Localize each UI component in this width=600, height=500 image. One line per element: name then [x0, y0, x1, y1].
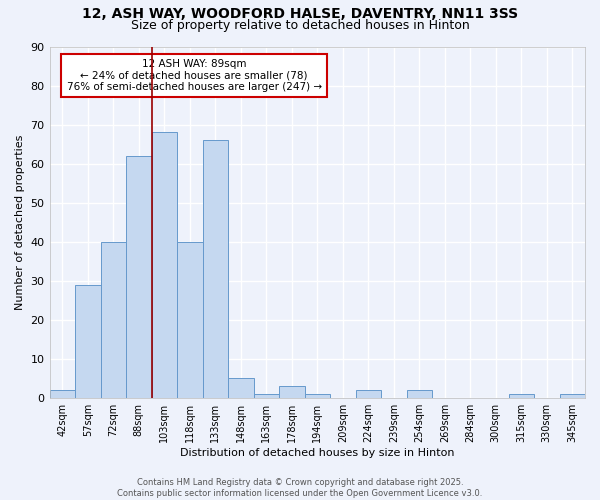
Bar — [152, 132, 177, 398]
Y-axis label: Number of detached properties: Number of detached properties — [15, 134, 25, 310]
Bar — [254, 394, 279, 398]
Bar — [305, 394, 330, 398]
Text: Size of property relative to detached houses in Hinton: Size of property relative to detached ho… — [131, 18, 469, 32]
Bar — [407, 390, 432, 398]
Bar — [126, 156, 152, 398]
Bar — [75, 284, 101, 398]
Bar — [203, 140, 228, 398]
Bar — [279, 386, 305, 398]
Bar — [50, 390, 75, 398]
Bar — [177, 242, 203, 398]
Bar — [101, 242, 126, 398]
Text: Contains HM Land Registry data © Crown copyright and database right 2025.
Contai: Contains HM Land Registry data © Crown c… — [118, 478, 482, 498]
X-axis label: Distribution of detached houses by size in Hinton: Distribution of detached houses by size … — [180, 448, 455, 458]
Text: 12 ASH WAY: 89sqm
← 24% of detached houses are smaller (78)
76% of semi-detached: 12 ASH WAY: 89sqm ← 24% of detached hous… — [67, 59, 322, 92]
Bar — [228, 378, 254, 398]
Bar — [509, 394, 534, 398]
Bar — [560, 394, 585, 398]
Bar — [356, 390, 381, 398]
Text: 12, ASH WAY, WOODFORD HALSE, DAVENTRY, NN11 3SS: 12, ASH WAY, WOODFORD HALSE, DAVENTRY, N… — [82, 8, 518, 22]
